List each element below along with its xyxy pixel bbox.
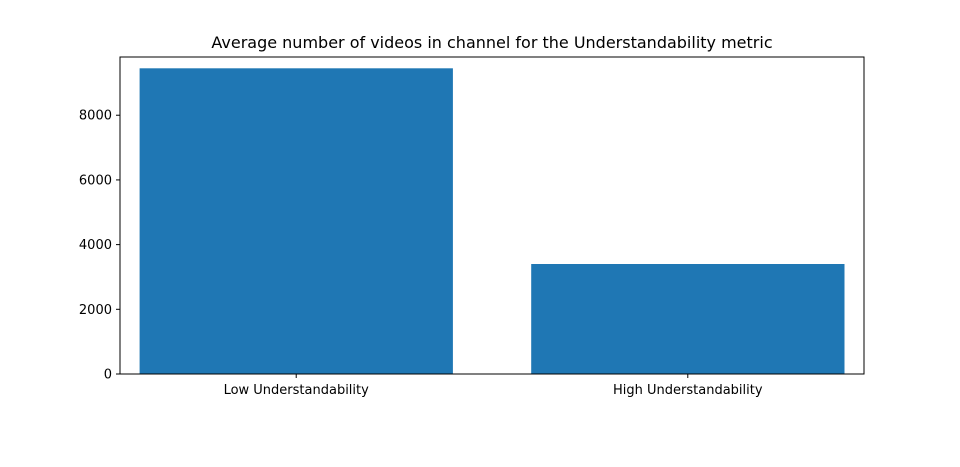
y-tick-label: 4000 bbox=[79, 238, 112, 253]
y-tick-label: 0 bbox=[104, 368, 112, 383]
y-tick-label: 6000 bbox=[79, 173, 112, 188]
bars-layer bbox=[139, 68, 845, 375]
bar-1 bbox=[139, 68, 453, 375]
y-tick-label: 2000 bbox=[79, 303, 112, 318]
chart-title: Average number of videos in channel for … bbox=[211, 33, 772, 52]
y-tick-label: 8000 bbox=[79, 109, 112, 124]
plot-frame bbox=[119, 56, 865, 375]
x-axis-ticks: Low Understandability High Understandabil… bbox=[224, 374, 763, 398]
y-axis-ticks: 0 2000 4000 6000 8000 bbox=[79, 109, 120, 383]
x-tick-label: Low Understandability bbox=[224, 383, 370, 398]
bar-2 bbox=[531, 264, 845, 374]
x-tick-label: High Understandability bbox=[613, 383, 763, 398]
